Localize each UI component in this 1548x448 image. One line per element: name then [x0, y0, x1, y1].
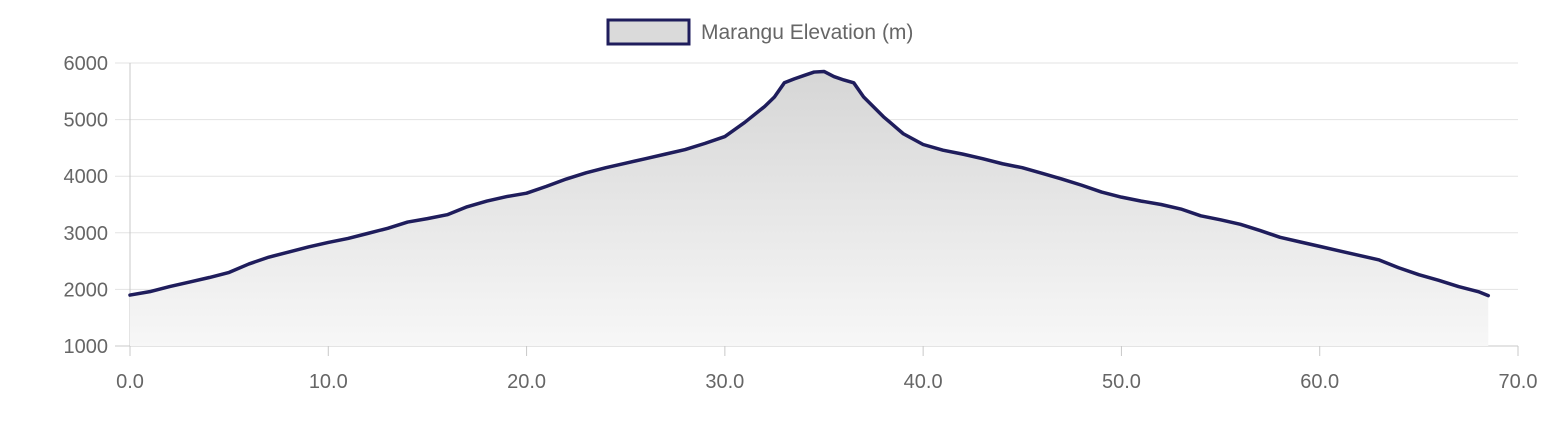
elevation-point	[129, 294, 130, 295]
series-layer	[129, 71, 1488, 346]
elevation-point	[823, 71, 824, 72]
elevation-point	[724, 136, 725, 137]
x-tick-label: 60.0	[1300, 371, 1339, 393]
elevation-point	[348, 238, 349, 239]
elevation-point	[1240, 224, 1241, 225]
elevation-point	[784, 82, 785, 83]
x-tick-label: 10.0	[309, 371, 348, 393]
x-tick-label: 40.0	[904, 371, 943, 393]
elevation-point	[1081, 185, 1082, 186]
elevation-point	[1488, 295, 1489, 296]
elevation-point	[1220, 219, 1221, 220]
elevation-point	[229, 272, 230, 273]
elevation-point	[1279, 237, 1280, 238]
y-tick-label: 5000	[64, 110, 109, 132]
elevation-point	[1002, 163, 1003, 164]
elevation-point	[1101, 191, 1102, 192]
elevation-point	[526, 193, 527, 194]
elevation-point	[813, 71, 814, 72]
elevation-point	[1022, 167, 1023, 168]
elevation-point	[1260, 230, 1261, 231]
elevation-point	[1160, 204, 1161, 205]
elevation-point	[387, 228, 388, 229]
elevation-point	[585, 172, 586, 173]
elevation-point	[1418, 274, 1419, 275]
elevation-point	[506, 196, 507, 197]
elevation-point	[209, 277, 210, 278]
elevation-point	[367, 233, 368, 234]
elevation-point	[328, 242, 329, 243]
elevation-point	[764, 106, 765, 107]
elevation-point	[447, 214, 448, 215]
y-tick-label: 1000	[64, 336, 109, 358]
elevation-point	[1200, 215, 1201, 216]
elevation-point	[685, 149, 686, 150]
elevation-point	[645, 158, 646, 159]
elevation-point	[833, 76, 834, 77]
legend[interactable]: Marangu Elevation (m)	[608, 20, 913, 44]
elevation-point	[268, 257, 269, 258]
x-tick-label: 20.0	[507, 371, 546, 393]
legend-swatch	[608, 20, 689, 44]
elevation-point	[1379, 259, 1380, 260]
elevation-point	[566, 178, 567, 179]
elevation-point	[169, 286, 170, 287]
elevation-point	[149, 291, 150, 292]
x-tick-label: 70.0	[1499, 371, 1538, 393]
elevation-point	[1042, 173, 1043, 174]
elevation-point	[853, 82, 854, 83]
x-tick-label: 0.0	[116, 371, 144, 393]
elevation-point	[1359, 255, 1360, 256]
elevation-point	[962, 154, 963, 155]
elevation-point	[863, 96, 864, 97]
elevation-point	[744, 122, 745, 123]
elevation-point	[665, 154, 666, 155]
elevation-point	[625, 163, 626, 164]
elevation-point	[804, 75, 805, 76]
elevation-point	[1319, 246, 1320, 247]
x-tick-label: 30.0	[705, 371, 744, 393]
elevation-point	[704, 143, 705, 144]
elevation-point	[486, 201, 487, 202]
elevation-point	[427, 218, 428, 219]
elevation-point	[1061, 178, 1062, 179]
elevation-point	[923, 144, 924, 145]
elevation-point	[942, 150, 943, 151]
elevation-point	[774, 96, 775, 97]
x-tick-label: 50.0	[1102, 371, 1141, 393]
elevation-point	[1299, 241, 1300, 242]
elevation-point	[546, 186, 547, 187]
y-tick-label: 6000	[64, 53, 109, 75]
elevation-point	[883, 116, 884, 117]
elevation-point	[1339, 250, 1340, 251]
elevation-point	[1180, 208, 1181, 209]
elevation-point	[189, 281, 190, 282]
y-tick-label: 3000	[64, 223, 109, 245]
elevation-point	[1458, 286, 1459, 287]
y-tick-label: 2000	[64, 279, 109, 301]
elevation-point	[903, 133, 904, 134]
elevation-point	[1478, 291, 1479, 292]
elevation-point	[466, 206, 467, 207]
elevation-point	[982, 158, 983, 159]
elevation-point	[1141, 201, 1142, 202]
elevation-point	[248, 263, 249, 264]
elevation-point	[1438, 280, 1439, 281]
elevation-point	[605, 167, 606, 168]
elevation-point	[308, 246, 309, 247]
elevation-area	[130, 71, 1488, 346]
y-tick-label: 4000	[64, 166, 109, 188]
elevation-point	[794, 78, 795, 79]
legend-label: Marangu Elevation (m)	[701, 21, 913, 44]
elevation-point	[1121, 197, 1122, 198]
elevation-point	[407, 221, 408, 222]
elevation-point	[1398, 267, 1399, 268]
elevation-point	[288, 251, 289, 252]
elevation-point	[843, 79, 844, 80]
